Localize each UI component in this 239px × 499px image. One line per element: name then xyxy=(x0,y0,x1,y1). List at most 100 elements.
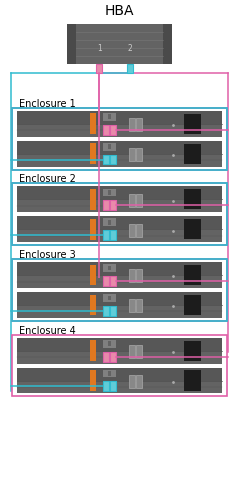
Bar xyxy=(110,200,116,210)
Bar xyxy=(185,144,201,164)
Bar xyxy=(103,155,109,165)
Bar xyxy=(90,340,96,361)
Bar xyxy=(12,259,227,321)
Bar xyxy=(185,341,201,361)
Text: Enclosure 3: Enclosure 3 xyxy=(19,250,76,260)
Bar xyxy=(110,155,116,165)
Bar xyxy=(17,187,222,213)
Bar xyxy=(17,368,222,381)
Bar xyxy=(90,189,96,210)
Bar xyxy=(110,125,116,135)
Text: Enclosure 4: Enclosure 4 xyxy=(19,326,76,336)
Bar xyxy=(129,224,135,237)
Bar xyxy=(90,294,96,315)
Bar xyxy=(103,264,116,272)
Bar xyxy=(185,370,201,391)
Bar xyxy=(17,217,222,242)
Bar xyxy=(103,340,116,348)
Bar xyxy=(129,375,135,388)
Bar xyxy=(90,143,96,164)
Bar xyxy=(17,292,222,305)
Text: 2: 2 xyxy=(128,44,133,53)
Bar xyxy=(103,370,116,377)
Bar xyxy=(108,295,111,300)
Bar xyxy=(185,265,201,285)
Bar xyxy=(12,184,227,245)
Bar xyxy=(12,184,227,245)
Bar xyxy=(136,345,142,358)
Bar xyxy=(96,63,102,73)
Bar xyxy=(12,259,227,321)
Bar xyxy=(185,219,201,240)
Bar xyxy=(17,111,222,137)
Bar xyxy=(129,194,135,207)
Bar xyxy=(136,118,142,131)
Bar xyxy=(103,200,109,210)
Bar xyxy=(90,219,96,240)
Bar xyxy=(17,187,222,200)
Bar xyxy=(12,335,227,397)
Bar xyxy=(108,220,111,225)
Bar xyxy=(185,189,201,210)
Bar xyxy=(136,148,142,161)
Bar xyxy=(127,63,133,73)
Bar xyxy=(67,24,172,63)
Bar xyxy=(12,108,227,170)
Bar xyxy=(129,345,135,358)
Bar xyxy=(17,368,222,394)
Bar xyxy=(110,306,116,316)
Bar xyxy=(17,338,222,364)
Bar xyxy=(103,125,109,135)
Bar xyxy=(108,371,111,376)
Bar xyxy=(12,108,227,170)
Bar xyxy=(163,24,172,63)
Bar xyxy=(103,143,116,151)
Bar xyxy=(185,114,201,134)
Bar xyxy=(103,219,116,226)
Bar xyxy=(136,269,142,282)
Bar xyxy=(103,189,116,196)
Bar xyxy=(108,114,111,119)
Bar xyxy=(136,375,142,388)
Bar xyxy=(90,113,96,134)
Bar xyxy=(103,113,116,121)
Bar xyxy=(90,264,96,285)
Bar xyxy=(108,144,111,149)
Bar xyxy=(108,266,111,270)
Bar xyxy=(103,381,109,391)
Bar xyxy=(12,259,227,321)
Bar xyxy=(17,262,222,288)
Bar xyxy=(110,276,116,286)
Text: Enclosure 2: Enclosure 2 xyxy=(19,175,76,185)
Bar xyxy=(17,217,222,229)
Bar xyxy=(110,230,116,240)
Bar xyxy=(17,262,222,275)
Text: 1: 1 xyxy=(97,44,102,53)
Bar xyxy=(110,352,116,362)
Bar xyxy=(103,276,109,286)
Text: Enclosure 1: Enclosure 1 xyxy=(19,99,76,109)
Bar xyxy=(67,24,76,63)
Bar xyxy=(103,294,116,302)
Bar xyxy=(103,352,109,362)
Bar xyxy=(17,141,222,154)
Bar xyxy=(12,184,227,245)
Bar xyxy=(129,148,135,161)
Bar xyxy=(17,338,222,351)
Bar xyxy=(110,381,116,391)
Text: HBA: HBA xyxy=(105,4,134,18)
Bar xyxy=(136,224,142,237)
Bar xyxy=(103,230,109,240)
Bar xyxy=(103,306,109,316)
Bar xyxy=(17,292,222,318)
Bar xyxy=(136,299,142,312)
Bar xyxy=(17,141,222,167)
Bar xyxy=(129,299,135,312)
Bar xyxy=(129,269,135,282)
Bar xyxy=(129,118,135,131)
Bar xyxy=(12,108,227,170)
Bar xyxy=(90,370,96,391)
Bar xyxy=(108,341,111,346)
Bar xyxy=(136,194,142,207)
Bar xyxy=(185,295,201,315)
